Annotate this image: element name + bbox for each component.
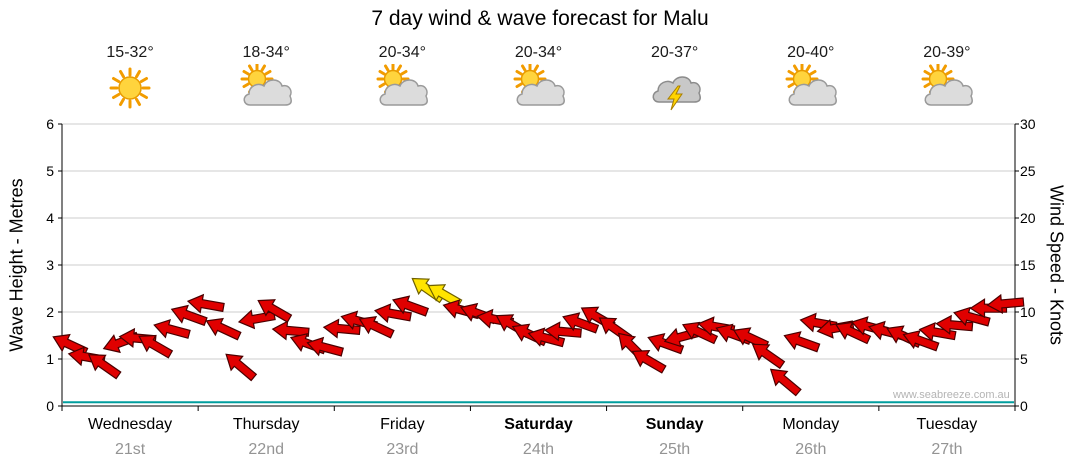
wind-arrow (918, 321, 957, 342)
day-temp: 20-34° (514, 44, 563, 61)
day-temp: 18-34° (242, 44, 290, 61)
partly-cloudy-icon (469, 62, 609, 117)
day-temp: 15-32° (106, 44, 154, 61)
wind-arrow (935, 314, 974, 335)
wind-arrow (373, 303, 412, 324)
day-name-label: Friday (380, 416, 425, 433)
day-date-label: 22nd (248, 441, 284, 458)
chart-title: 7 day wind & wave forecast for Malu (371, 7, 709, 30)
right-tick-label: 25 (1020, 163, 1036, 179)
day-date-label: 24th (522, 441, 555, 458)
day-date-label: 23rd (386, 441, 419, 458)
wind-arrow (953, 306, 991, 327)
wind-arrow (732, 327, 770, 350)
right-tick-label: 15 (1020, 257, 1036, 273)
day-temp: 20-34° (378, 44, 426, 61)
wind-arrow (322, 318, 361, 339)
left-tick-label: 3 (46, 257, 54, 273)
left-tick-label: 4 (46, 210, 54, 226)
wind-arrow (631, 349, 667, 374)
wind-arrow (902, 330, 940, 352)
wind-arrow (306, 336, 344, 357)
wind-arrow (681, 321, 719, 345)
wind-arrow (257, 299, 293, 323)
right-tick-label: 5 (1020, 351, 1028, 367)
day-date-label: 21st (114, 441, 146, 458)
wind-arrow (986, 293, 1025, 314)
wind-arrow (153, 319, 191, 339)
left-tick-label: 1 (46, 351, 54, 367)
day-name-label: Sunday (645, 416, 704, 433)
partly-cloudy-icon (741, 62, 881, 117)
storm-icon (605, 64, 745, 119)
wind-arrow (392, 295, 430, 317)
right-tick-label: 20 (1020, 210, 1036, 226)
wind-arrow (751, 343, 786, 370)
day-name-label: Tuesday (916, 416, 978, 433)
wind-arrow (769, 368, 802, 397)
partly-cloudy-icon (332, 62, 472, 117)
watermark: www.seabreeze.com.au (893, 389, 1010, 401)
right-tick-label: 10 (1020, 304, 1036, 320)
left-tick-label: 5 (46, 163, 54, 179)
day-name-label: Wednesday (87, 416, 173, 433)
day-name-label: Thursday (232, 416, 300, 433)
sunny-icon (60, 64, 200, 117)
day-temp: 20-40° (787, 44, 835, 61)
left-tick-label: 0 (46, 398, 54, 414)
wind-arrow (170, 304, 208, 327)
day-name-label: Saturday (504, 416, 573, 433)
wind-arrow (186, 293, 225, 314)
wind-arrow (138, 334, 174, 359)
partly-cloudy-icon (196, 62, 336, 117)
wind-arrow (527, 327, 566, 348)
day-name-label: Monday (782, 416, 840, 433)
left-tick-label: 6 (46, 116, 54, 132)
day-date-label: 25th (659, 441, 691, 458)
partly-cloudy-icon (877, 62, 1017, 117)
wind-arrow (205, 317, 242, 341)
wind-arrow (88, 354, 122, 380)
day-temp: 20-37° (650, 44, 699, 61)
wind-arrow (225, 353, 258, 382)
day-date-label: 26th (795, 441, 827, 458)
day-temp: 20-39° (923, 44, 971, 61)
wind-arrow (783, 331, 821, 353)
wind-arrow (835, 321, 872, 345)
right-tick-label: 30 (1020, 116, 1036, 132)
right-axis-label: Wind Speed - Knots (1046, 184, 1067, 346)
left-tick-label: 2 (46, 304, 54, 320)
wind-arrow (562, 312, 600, 334)
wind-arrow (543, 321, 582, 342)
wind-arrow (271, 320, 310, 341)
day-date-label: 27th (931, 441, 963, 458)
wind-arrow (358, 315, 395, 339)
right-tick-label: 0 (1020, 398, 1028, 414)
